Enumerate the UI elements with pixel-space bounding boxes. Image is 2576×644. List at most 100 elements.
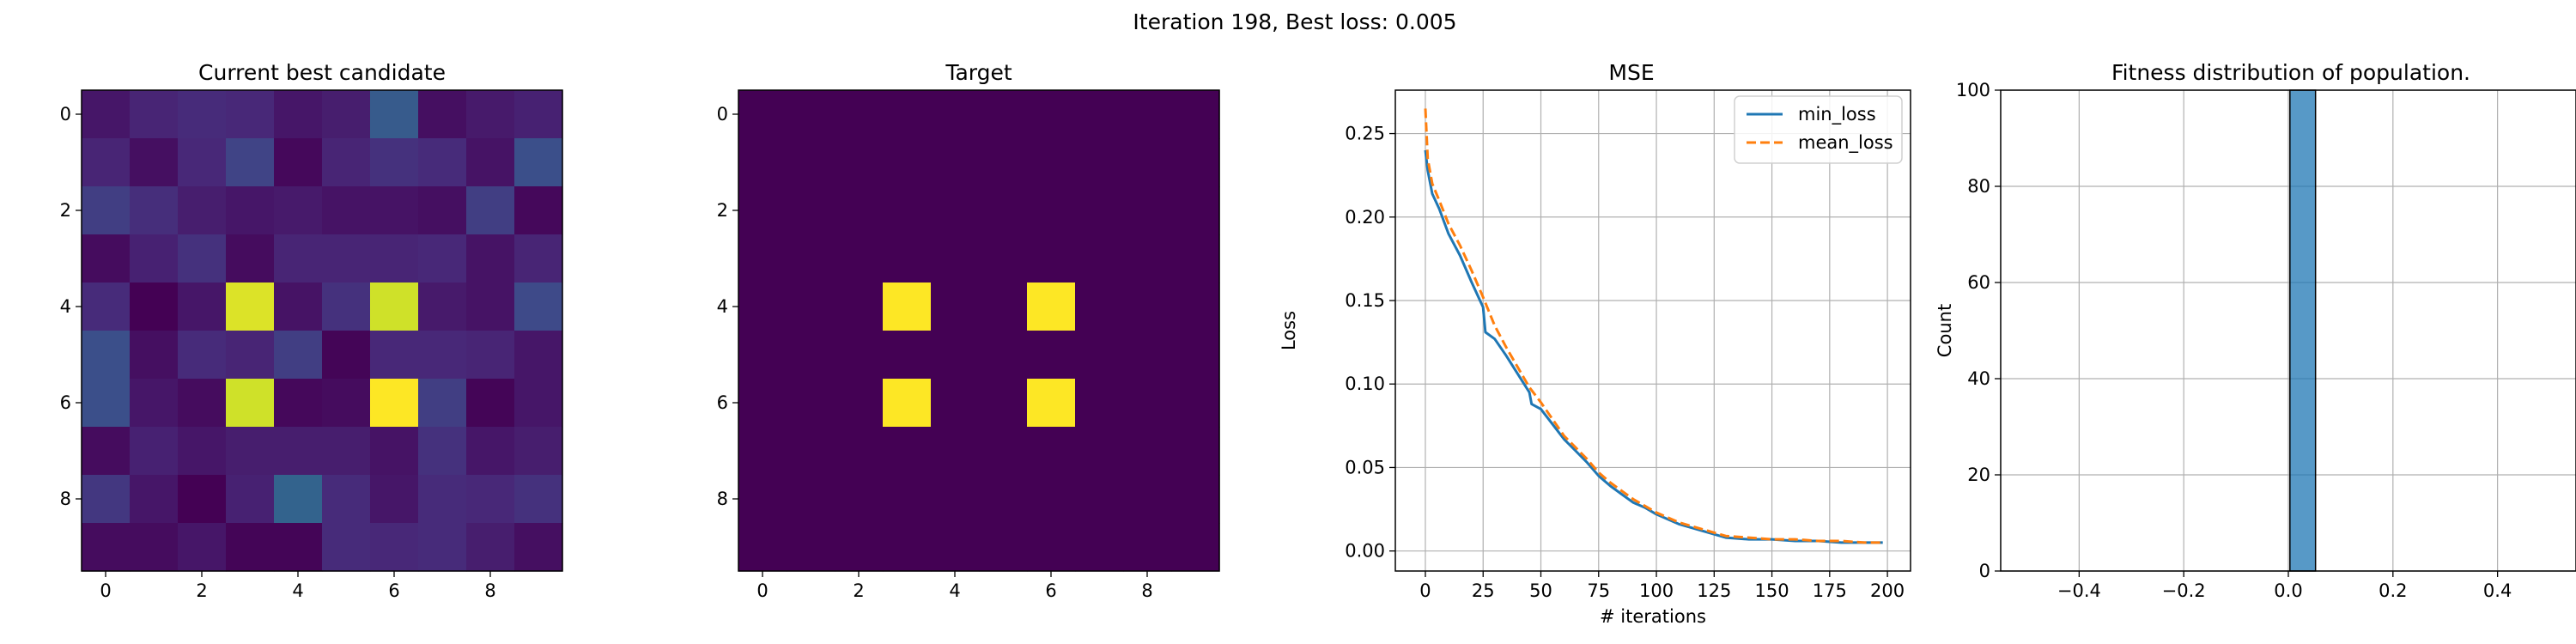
heatmap-cell (322, 475, 371, 524)
heatmap-cell (514, 427, 563, 476)
heatmap-cell (738, 523, 787, 572)
heatmap-cell (466, 379, 515, 428)
x-tick-label: 175 (1813, 580, 1847, 601)
heatmap-cell (787, 234, 835, 283)
histogram-ylabel: Count (1935, 304, 1955, 357)
heatmap-cell (979, 523, 1028, 572)
heatmap-cell (738, 283, 787, 331)
heatmap-cell (835, 186, 884, 235)
heatmap-cell (514, 138, 563, 187)
heatmap-cell (931, 186, 980, 235)
y-tick-label: 0.05 (1345, 457, 1385, 477)
heatmap-cell (835, 138, 884, 187)
heatmap-cell (979, 379, 1028, 428)
heatmap-cell (226, 283, 275, 331)
heatmap-cell (1027, 331, 1076, 380)
heatmap-cell (931, 234, 980, 283)
heatmap-cell (1171, 475, 1220, 524)
heatmap-cell (835, 427, 884, 476)
heatmap-cell (82, 475, 131, 524)
heatmap-cell (883, 186, 932, 235)
heatmap-cell (130, 90, 179, 139)
x-tick-label: 2 (196, 580, 207, 601)
heatmap-cell (274, 379, 323, 428)
heatmap-cell (1027, 475, 1076, 524)
heatmap-cell (1171, 90, 1220, 139)
y-tick-label: 0.10 (1345, 374, 1385, 394)
heatmap-cell (1075, 234, 1124, 283)
heatmap-cell (370, 90, 419, 139)
panel-mse: MSE 0 25 50 75 100 125 150 175 200 0.00 0.05 0.10 0.… (1279, 60, 1911, 627)
heatmap-cell (130, 427, 179, 476)
heatmap-cell (979, 331, 1028, 380)
mse-ylabel: Loss (1279, 311, 1299, 350)
heatmap-cell (883, 90, 932, 139)
heatmap-cell (883, 234, 932, 283)
heatmap-cell (835, 234, 884, 283)
heatmap-cell (130, 523, 179, 572)
x-tick-label: 50 (1529, 580, 1552, 601)
heatmap-cell (130, 234, 179, 283)
heatmap-cell (514, 475, 563, 524)
legend-mean-loss-label: mean_loss (1798, 132, 1893, 154)
heatmap-cell (418, 138, 467, 187)
heatmap-cell (1123, 283, 1172, 331)
x-tick-label: 125 (1697, 580, 1731, 601)
heatmap-cell (1171, 186, 1220, 235)
series-min-loss-line (1424, 149, 1883, 544)
heatmap-cell (466, 523, 515, 572)
x-tick-label: 8 (484, 580, 495, 601)
x-tick-label: 2 (853, 580, 864, 601)
heatmap-cell (931, 523, 980, 572)
heatmap-cell (1027, 427, 1076, 476)
heatmap-cell (130, 186, 179, 235)
heatmap-cell (1027, 186, 1076, 235)
heatmap-cell (178, 427, 227, 476)
heatmap-cell (274, 283, 323, 331)
heatmap-cell (466, 186, 515, 235)
heatmap-cell (1027, 283, 1076, 331)
heatmap-cell (466, 234, 515, 283)
y-tick-label: 2 (717, 200, 728, 221)
heatmap-cell (835, 90, 884, 139)
heatmap-cell (226, 475, 275, 524)
legend-min-loss-label: min_loss (1798, 104, 1876, 125)
heatmap-cell (787, 90, 835, 139)
heatmap-cell (82, 331, 131, 380)
heatmap-cell (178, 331, 227, 380)
y-tick-label: 60 (1967, 272, 1990, 293)
heatmap-cell (130, 475, 179, 524)
heatmap-cell (738, 138, 787, 187)
heatmap-cell (226, 138, 275, 187)
heatmap-cell (226, 186, 275, 235)
heatmap-cell (322, 90, 371, 139)
y-tick-label: 0.15 (1345, 290, 1385, 311)
heatmap-cell (370, 475, 419, 524)
heatmap-cell (82, 234, 131, 283)
heatmap-cell (1075, 186, 1124, 235)
heatmap-cell (418, 475, 467, 524)
heatmap-cell (322, 523, 371, 572)
y-tick-label: 6 (717, 392, 728, 413)
heatmap-cell (178, 90, 227, 139)
heatmap-cell (979, 90, 1028, 139)
x-tick-label: 6 (1045, 580, 1056, 601)
heatmap-target-cells (738, 90, 1220, 572)
heatmap-cell (1075, 475, 1124, 524)
heatmap-cell (787, 138, 835, 187)
heatmap-cell (738, 427, 787, 476)
panel-4-title: Fitness distribution of population. (2111, 60, 2470, 85)
y-tick-label: 0 (717, 104, 728, 125)
heatmap-cell (514, 234, 563, 283)
heatmap-cell (418, 186, 467, 235)
heatmap-cell (883, 138, 932, 187)
figure-suptitle: Iteration 198, Best loss: 0.005 (1133, 9, 1456, 34)
heatmap-cell (787, 283, 835, 331)
panel-1-title: Current best candidate (198, 60, 446, 85)
heatmap-cell (1075, 331, 1124, 380)
heatmap-cell (322, 138, 371, 187)
heatmap-cell (418, 427, 467, 476)
heatmap-cell (82, 523, 131, 572)
heatmap-cell (82, 283, 131, 331)
